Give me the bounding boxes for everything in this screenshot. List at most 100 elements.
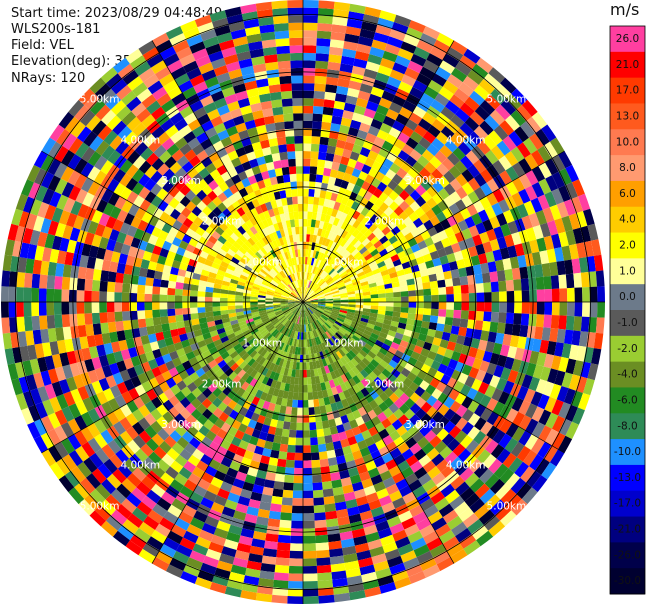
ppi-cell (272, 347, 279, 356)
ppi-cell (253, 318, 262, 324)
ppi-cell (321, 114, 333, 123)
ppi-cell (174, 390, 186, 402)
ppi-cell (421, 442, 435, 455)
ppi-cell (246, 248, 255, 257)
ppi-cell (74, 173, 88, 189)
ppi-cell (468, 292, 477, 302)
ppi-cell (333, 302, 341, 304)
ppi-cell (209, 169, 221, 180)
ppi-cell (332, 308, 340, 312)
ppi-cell (375, 363, 386, 373)
ppi-cell (218, 347, 227, 356)
ppi-cell (202, 264, 212, 272)
ppi-cell (214, 319, 223, 326)
ppi-cell (231, 436, 242, 447)
ppi-cell (434, 93, 450, 107)
ppi-cell (155, 331, 165, 342)
ppi-cell (265, 303, 273, 306)
ppi-cell (361, 429, 372, 440)
ppi-cell (308, 338, 313, 347)
ppi-cell (327, 457, 338, 467)
ppi-cell (345, 165, 355, 176)
ppi-cell (294, 280, 299, 288)
ppi-cell (412, 217, 424, 228)
ppi-cell (157, 255, 167, 265)
ppi-cell (374, 276, 384, 283)
ppi-cell (327, 533, 341, 543)
ppi-cell (390, 341, 400, 350)
ppi-cell (419, 327, 429, 336)
ppi-cell (595, 317, 605, 334)
ppi-cell (320, 283, 328, 289)
ppi-cell (25, 213, 38, 230)
ppi-cell (580, 316, 590, 332)
ppi-cell (273, 434, 282, 444)
ppi-cell (329, 337, 337, 345)
ppi-cell (448, 388, 460, 401)
ppi-cell (135, 345, 145, 356)
ppi-cell (112, 57, 130, 74)
ppi-cell (28, 404, 41, 422)
ppi-cell (84, 358, 95, 372)
ppi-cell (408, 258, 418, 267)
ppi-cell (351, 201, 360, 211)
ppi-cell (514, 126, 529, 143)
ppi-cell (185, 243, 196, 253)
ppi-cell (303, 332, 305, 340)
ppi-cell (164, 337, 174, 347)
ppi-cell (339, 469, 350, 480)
ppi-cell (273, 305, 281, 309)
ppi-cell (332, 294, 341, 298)
ppi-cell (266, 290, 275, 295)
ppi-cell (85, 473, 101, 489)
ppi-cell (191, 387, 202, 398)
ppi-cell (393, 184, 404, 196)
ppi-cell (345, 283, 354, 288)
ppi-cell (458, 267, 468, 278)
ppi-cell (105, 494, 122, 510)
ppi-cell (435, 323, 445, 332)
ppi-cell (436, 346, 447, 357)
ppi-cell (116, 84, 132, 100)
ppi-cell (388, 403, 399, 414)
ppi-cell (511, 232, 522, 246)
ppi-cell (218, 372, 229, 383)
ppi-cell (273, 223, 280, 232)
ppi-cell (489, 478, 505, 495)
ppi-cell (325, 276, 333, 283)
ppi-cell (507, 220, 519, 235)
ppi-cell (189, 517, 205, 530)
ppi-cell (279, 405, 287, 414)
ppi-cell (359, 122, 371, 133)
ppi-cell (330, 241, 337, 250)
ppi-cell (348, 369, 357, 378)
ppi-cell (49, 462, 65, 480)
ring-label: 1.00km (324, 338, 364, 350)
ppi-cell (77, 126, 92, 143)
ppi-cell (258, 337, 266, 345)
ppi-cell (445, 309, 454, 318)
ppi-cell (261, 317, 270, 323)
ppi-cell (450, 475, 465, 490)
ppi-cell (342, 545, 357, 556)
ppi-cell (332, 292, 340, 296)
ppi-cell (467, 69, 484, 85)
ppi-cell (195, 261, 205, 270)
ppi-cell (236, 314, 245, 320)
ppi-cell (318, 587, 334, 596)
ppi-cell (303, 302, 311, 304)
ppi-cell (423, 288, 432, 296)
ppi-cell (273, 307, 282, 312)
ppi-cell (142, 250, 153, 261)
ppi-cell (313, 497, 325, 506)
ppi-cell (174, 454, 188, 467)
ppi-cell (170, 384, 181, 396)
ppi-cell (214, 278, 223, 285)
ppi-cell (249, 217, 258, 226)
ppi-cell (115, 449, 130, 464)
ppi-cell (446, 377, 458, 389)
ppi-cell (250, 360, 259, 370)
ppi-cell (344, 33, 360, 44)
ppi-cell (484, 292, 492, 302)
ppi-cell (507, 245, 518, 258)
